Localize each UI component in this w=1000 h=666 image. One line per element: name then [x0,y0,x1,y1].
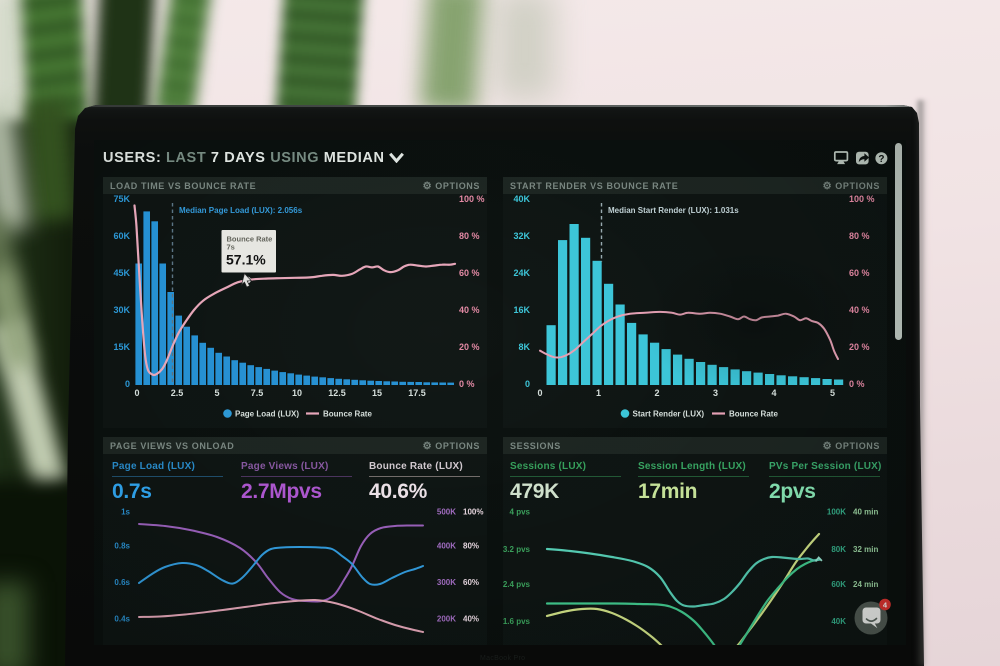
svg-text:80%: 80% [463,542,479,551]
svg-text:20 %: 20 % [459,342,480,352]
svg-text:16K: 16K [513,305,530,315]
svg-text:32K: 32K [513,231,530,241]
svg-text:60 %: 60 % [459,268,480,278]
svg-text:100 %: 100 % [849,194,875,204]
svg-text:15: 15 [372,388,382,398]
svg-text:7.5: 7.5 [251,388,264,398]
svg-text:60K: 60K [831,580,846,589]
svg-text:24 min: 24 min [853,580,878,589]
svg-text:40%: 40% [463,615,479,624]
svg-text:80 %: 80 % [459,231,480,241]
svg-text:Start Render (LUX): Start Render (LUX) [633,410,705,419]
svg-text:Bounce Rate: Bounce Rate [323,410,372,419]
svg-text:75K: 75K [113,194,130,204]
svg-text:Median Page Load (LUX): 2.056s: Median Page Load (LUX): 2.056s [179,206,303,215]
svg-text:2: 2 [654,388,659,398]
svg-text:40 min: 40 min [853,508,878,517]
svg-text:60%: 60% [463,578,479,587]
svg-text:?: ? [878,154,884,165]
svg-text:45K: 45K [113,268,130,278]
svg-text:0: 0 [134,388,139,398]
svg-text:1: 1 [596,388,601,398]
svg-text:80K: 80K [831,545,846,554]
svg-text:10: 10 [292,388,302,398]
svg-text:100K: 100K [827,508,846,517]
svg-text:4: 4 [883,600,888,609]
svg-text:5: 5 [214,388,219,398]
svg-text:24K: 24K [513,268,530,278]
svg-text:0: 0 [537,388,542,398]
svg-text:40 %: 40 % [849,305,870,315]
svg-text:60 %: 60 % [849,268,870,278]
svg-text:Page Load (LUX): Page Load (LUX) [235,410,299,419]
svg-text:32 min: 32 min [853,545,878,554]
svg-text:400K: 400K [437,542,456,551]
svg-text:8K: 8K [518,342,530,352]
svg-text:0: 0 [125,379,130,389]
svg-text:200K: 200K [437,615,456,624]
svg-text:Bounce Rate: Bounce Rate [729,410,778,419]
svg-text:5: 5 [830,388,835,398]
svg-text:3: 3 [713,388,718,398]
svg-text:100%: 100% [463,508,483,517]
svg-text:0 %: 0 % [459,379,475,389]
svg-text:0 %: 0 % [849,379,865,389]
svg-text:0: 0 [525,379,530,389]
svg-text:3.2 pvs: 3.2 pvs [503,545,531,554]
svg-text:4: 4 [771,388,776,398]
svg-text:15K: 15K [113,342,130,352]
svg-text:57.1%: 57.1% [226,252,266,268]
svg-text:7s: 7s [227,243,235,252]
svg-text:0.6s: 0.6s [114,578,130,587]
svg-text:0.8s: 0.8s [114,542,130,551]
svg-text:30K: 30K [113,305,130,315]
svg-text:12.5: 12.5 [328,388,346,398]
svg-text:2.4 pvs: 2.4 pvs [503,580,531,589]
svg-text:1s: 1s [121,508,130,517]
svg-text:0.4s: 0.4s [114,615,130,624]
svg-text:40 %: 40 % [459,305,480,315]
svg-text:500K: 500K [437,508,456,517]
svg-text:Median Start Render (LUX): 1.0: Median Start Render (LUX): 1.031s [608,206,739,215]
svg-text:Bounce Rate: Bounce Rate [227,235,273,244]
svg-text:60K: 60K [113,231,130,241]
svg-text:40K: 40K [513,194,530,204]
svg-text:20 %: 20 % [849,342,870,352]
svg-text:2.5: 2.5 [171,388,184,398]
svg-text:17.5: 17.5 [408,388,426,398]
svg-text:4 pvs: 4 pvs [510,508,531,517]
svg-text:1.6 pvs: 1.6 pvs [503,617,531,626]
svg-text:40K: 40K [831,617,846,626]
svg-text:80 %: 80 % [849,231,870,241]
svg-text:100 %: 100 % [459,194,485,204]
svg-text:300K: 300K [437,578,456,587]
